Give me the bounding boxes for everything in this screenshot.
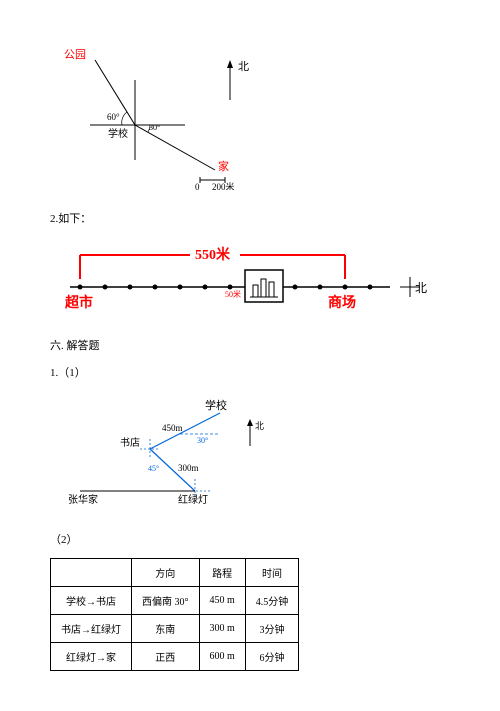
north-label-2: 北 bbox=[415, 281, 427, 295]
angle-30-label: 30° bbox=[149, 123, 160, 132]
school-label-3: 学校 bbox=[205, 398, 227, 412]
table-row: 书店→红绿灯 东南 300 m 3分钟 bbox=[51, 615, 299, 643]
north-arrow-head bbox=[227, 60, 233, 68]
north-label: 北 bbox=[238, 60, 249, 73]
home-label: 家 bbox=[218, 159, 229, 173]
dot bbox=[228, 285, 233, 290]
dist-450: 450m bbox=[162, 423, 183, 433]
compass-diagram-svg: 北 公园 60° 家 30° 学校 0 200米 bbox=[50, 40, 270, 190]
table-row: 红绿灯→家 正西 600 m 6分钟 bbox=[51, 643, 299, 671]
bookstore-label: 书店 bbox=[120, 436, 140, 449]
mall-label: 商场 bbox=[328, 294, 356, 311]
cell: 6分钟 bbox=[245, 643, 299, 671]
distance-550: 550米 bbox=[195, 246, 231, 263]
th-direction: 方向 bbox=[132, 559, 200, 587]
cell: 300 m bbox=[199, 615, 245, 643]
cell: 学校→书店 bbox=[51, 587, 132, 615]
cell: 书店→红绿灯 bbox=[51, 615, 132, 643]
angle-60-label: 60° bbox=[107, 112, 120, 122]
diagram-1: 北 公园 60° 家 30° 学校 0 200米 bbox=[50, 40, 450, 190]
cell: 西偏南 30° bbox=[132, 587, 200, 615]
dot bbox=[78, 285, 83, 290]
th-time: 时间 bbox=[245, 559, 299, 587]
th-blank bbox=[51, 559, 132, 587]
cell: 4.5分钟 bbox=[245, 587, 299, 615]
cell: 450 m bbox=[199, 587, 245, 615]
table-row: 学校→书店 西偏南 30° 450 m 4.5分钟 bbox=[51, 587, 299, 615]
scale-label: 200米 bbox=[212, 181, 235, 190]
school-bookstore-line bbox=[150, 413, 220, 449]
zhang-home-label: 张华家 bbox=[68, 493, 98, 506]
school-label: 学校 bbox=[108, 127, 128, 140]
dist-300: 300m bbox=[178, 463, 199, 473]
north-arrow-head-3 bbox=[247, 419, 253, 426]
dot bbox=[178, 285, 183, 290]
dot bbox=[128, 285, 133, 290]
diagram-2: 550米 50米 超市 商场 北 bbox=[50, 237, 450, 317]
dot bbox=[153, 285, 158, 290]
cell: 正西 bbox=[132, 643, 200, 671]
text-as-follows: 2.如下： bbox=[50, 210, 450, 226]
text-q1-1: 1.（1） bbox=[50, 364, 450, 380]
dot bbox=[318, 285, 323, 290]
angle-30-3: 30° bbox=[197, 436, 208, 445]
dot bbox=[343, 285, 348, 290]
dot bbox=[293, 285, 298, 290]
market-mall-svg: 550米 50米 超市 商场 北 bbox=[50, 237, 430, 317]
route-svg: 学校 北 450m 30° 书店 300m 45° 张华家 红绿灯 bbox=[50, 391, 310, 511]
dot bbox=[203, 285, 208, 290]
route-table: 方向 路程 时间 学校→书店 西偏南 30° 450 m 4.5分钟 书店→红绿… bbox=[50, 558, 299, 671]
traffic-light-label: 红绿灯 bbox=[178, 493, 208, 506]
cell: 东南 bbox=[132, 615, 200, 643]
cell: 3分钟 bbox=[245, 615, 299, 643]
heading-section-6: 六. 解答题 bbox=[50, 337, 450, 353]
table-header-row: 方向 路程 时间 bbox=[51, 559, 299, 587]
distance-50: 50米 bbox=[225, 289, 241, 299]
diagram-3: 学校 北 450m 30° 书店 300m 45° 张华家 红绿灯 bbox=[50, 391, 450, 511]
angle-45: 45° bbox=[148, 464, 159, 473]
th-distance: 路程 bbox=[199, 559, 245, 587]
dot bbox=[103, 285, 108, 290]
park-label: 公园 bbox=[64, 48, 86, 61]
cell: 红绿灯→家 bbox=[51, 643, 132, 671]
dot bbox=[368, 285, 373, 290]
text-q1-2: （2） bbox=[50, 531, 450, 547]
supermarket-label: 超市 bbox=[64, 294, 93, 311]
north-label-3: 北 bbox=[255, 421, 264, 431]
angle-60-arc bbox=[122, 112, 127, 125]
home-line bbox=[135, 125, 215, 170]
scale-zero: 0 bbox=[195, 182, 200, 190]
cell: 600 m bbox=[199, 643, 245, 671]
